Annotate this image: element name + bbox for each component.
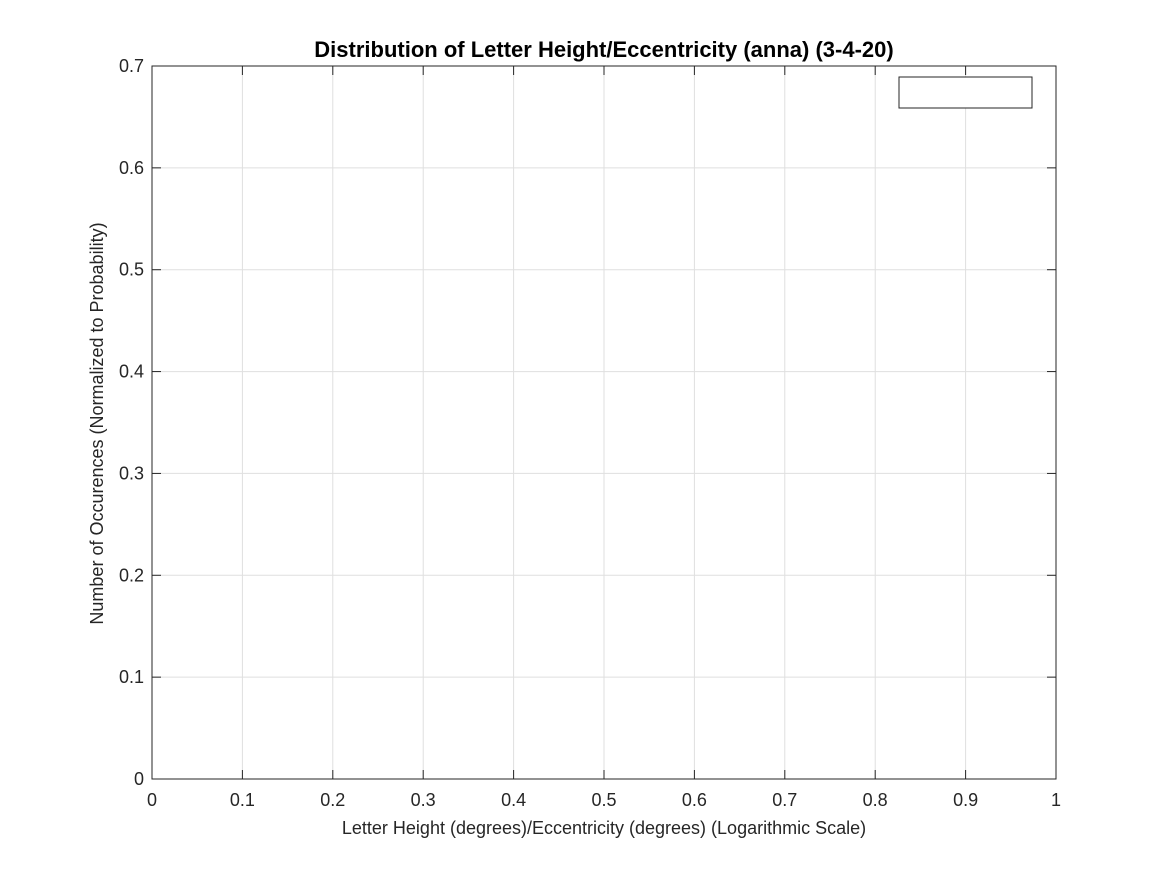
x-tick-label: 0.4 <box>501 790 526 810</box>
y-tick-label: 0.3 <box>119 463 144 483</box>
y-tick-label: 0.6 <box>119 158 144 178</box>
x-tick-label: 0.9 <box>953 790 978 810</box>
x-tick-label: 1 <box>1051 790 1061 810</box>
x-tick-label: 0 <box>147 790 157 810</box>
legend-box <box>898 76 1033 109</box>
chart-title: Distribution of Letter Height/Eccentrici… <box>314 37 893 62</box>
x-tick-label: 0.6 <box>682 790 707 810</box>
y-tick-label: 0.7 <box>119 56 144 76</box>
x-tick-label: 0.7 <box>772 790 797 810</box>
x-tick-label: 0.3 <box>411 790 436 810</box>
y-tick-label: 0.5 <box>119 260 144 280</box>
x-tick-label: 0.1 <box>230 790 255 810</box>
x-tick-label: 0.2 <box>320 790 345 810</box>
x-tick-label: 0.8 <box>863 790 888 810</box>
tick-layer: 0 0.1 0.2 0.3 0.4 0.5 0.6 0.7 0.8 0.9 1 0 0.1 0.2 0.3 0… <box>119 56 1061 810</box>
y-axis-label: Number of Occurences (Normalized to Prob… <box>87 222 107 624</box>
x-axis-label: Letter Height (degrees)/Eccentricity (de… <box>342 818 866 838</box>
x-tick-label: 0.5 <box>591 790 616 810</box>
y-tick-label: 0.4 <box>119 362 144 382</box>
y-tick-label: 0 <box>134 769 144 789</box>
y-tick-label: 0.2 <box>119 565 144 585</box>
y-tick-label: 0.1 <box>119 667 144 687</box>
grid-layer <box>152 66 1056 779</box>
